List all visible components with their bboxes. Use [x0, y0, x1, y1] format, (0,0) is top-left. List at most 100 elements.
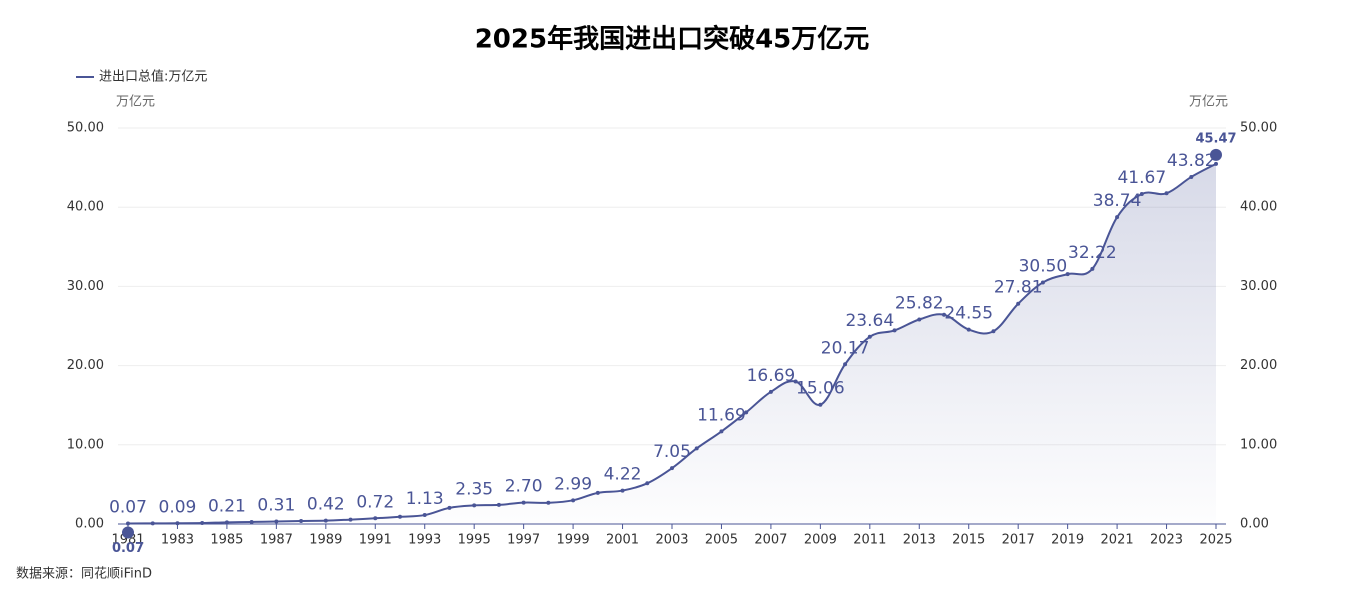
x-tick-label: 1981 — [111, 533, 144, 548]
data-label: 1.13 — [406, 489, 444, 509]
data-label: 32.22 — [1068, 243, 1117, 263]
y2-tick-label: 30.00 — [1240, 279, 1277, 294]
y-axis-label: 万亿元 — [116, 95, 155, 110]
point — [373, 516, 378, 521]
point — [793, 379, 798, 384]
y2-axis-label: 万亿元 — [1189, 95, 1228, 110]
max-label: 45.47 — [1195, 131, 1236, 146]
data-label: 41.67 — [1117, 168, 1166, 188]
y-tick-label: 40.00 — [67, 200, 104, 215]
y2-tick-label: 40.00 — [1240, 200, 1277, 215]
point — [917, 317, 922, 322]
y-tick-label: 0.00 — [75, 517, 104, 532]
point — [1016, 301, 1021, 306]
data-label: 2.70 — [505, 477, 543, 497]
point — [299, 518, 304, 523]
y-tick-label: 50.00 — [67, 121, 104, 136]
data-label: 0.72 — [356, 492, 394, 512]
min-marker — [122, 526, 134, 539]
point — [694, 446, 699, 451]
x-tick-label: 1997 — [507, 533, 540, 548]
y-tick-label: 10.00 — [67, 437, 104, 452]
point — [150, 521, 155, 526]
point — [1214, 161, 1218, 166]
point — [521, 500, 526, 505]
point — [126, 521, 130, 526]
source: 数据来源：同花顺iFinD — [16, 566, 152, 582]
point — [175, 521, 180, 526]
x-tick-label: 2001 — [606, 533, 639, 548]
y2-tick-label: 20.00 — [1240, 358, 1277, 373]
point — [942, 312, 946, 317]
data-label: 0.31 — [257, 496, 295, 516]
data-label: 23.64 — [845, 311, 894, 331]
data-label: 4.22 — [604, 465, 642, 485]
point — [1139, 191, 1144, 196]
point — [447, 505, 452, 510]
data-label: 0.21 — [208, 496, 246, 516]
point — [620, 488, 625, 493]
point — [867, 334, 872, 339]
data-label: 24.55 — [944, 304, 993, 324]
x-tick-label: 2019 — [1051, 533, 1084, 548]
x-tick-label: 1999 — [557, 533, 590, 548]
y-tick-label: 20.00 — [67, 358, 104, 373]
data-label: 25.82 — [895, 294, 944, 314]
x-tick-label: 2003 — [655, 533, 688, 548]
data-label: 43.82 — [1167, 151, 1216, 171]
point — [200, 521, 205, 526]
max-marker — [1210, 148, 1222, 161]
x-tick-label: 2011 — [853, 533, 886, 548]
x-tick-label: 2009 — [804, 533, 837, 548]
point — [818, 402, 823, 407]
min-label: 0.07 — [112, 541, 144, 556]
point — [645, 481, 650, 486]
data-label: 11.69 — [697, 405, 746, 425]
x-tick-label: 2025 — [1199, 533, 1232, 548]
x-tick-label: 1995 — [458, 533, 491, 548]
x-tick-label: 1993 — [408, 533, 441, 548]
point — [670, 466, 674, 471]
point — [546, 500, 551, 505]
point — [422, 513, 427, 518]
point — [323, 518, 328, 523]
point — [595, 490, 600, 495]
x-tick-label: 1985 — [210, 533, 243, 548]
data-label: 2.99 — [554, 474, 592, 494]
data-label: 16.69 — [747, 366, 796, 386]
point — [1189, 174, 1194, 179]
data-label: 0.09 — [159, 497, 197, 517]
point — [496, 502, 501, 507]
y2-tick-label: 0.00 — [1240, 517, 1269, 532]
legend-label: 进出口总值:万亿元 — [99, 69, 207, 85]
data-label: 38.74 — [1093, 191, 1142, 211]
x-tick-label: 1989 — [309, 533, 342, 548]
data-label: 27.81 — [994, 278, 1043, 298]
x-tick-label: 1983 — [161, 533, 194, 548]
data-label: 0.42 — [307, 495, 345, 515]
area — [128, 163, 1216, 524]
y2-tick-label: 50.00 — [1240, 121, 1277, 136]
data-label: 2.35 — [455, 479, 493, 499]
point — [348, 517, 353, 522]
point — [472, 503, 477, 508]
x-tick-label: 2013 — [903, 533, 936, 548]
point — [744, 410, 749, 415]
data-label: 0.07 — [109, 497, 147, 517]
point — [892, 328, 897, 333]
point — [398, 514, 402, 519]
point — [843, 362, 848, 367]
x-tick-label: 2017 — [1002, 533, 1035, 548]
data-label: 20.17 — [821, 338, 870, 358]
x-tick-label: 2005 — [705, 533, 738, 548]
y2-tick-label: 10.00 — [1240, 437, 1277, 452]
x-tick-label: 2015 — [952, 533, 985, 548]
point — [991, 329, 996, 334]
x-tick-label: 2023 — [1150, 533, 1183, 548]
data-label: 7.05 — [653, 442, 691, 462]
point — [719, 429, 724, 434]
y-tick-label: 30.00 — [67, 279, 104, 294]
chart-title: 2025年我国进出口突破45万亿元 — [475, 24, 870, 55]
data-label: 15.06 — [796, 379, 845, 399]
